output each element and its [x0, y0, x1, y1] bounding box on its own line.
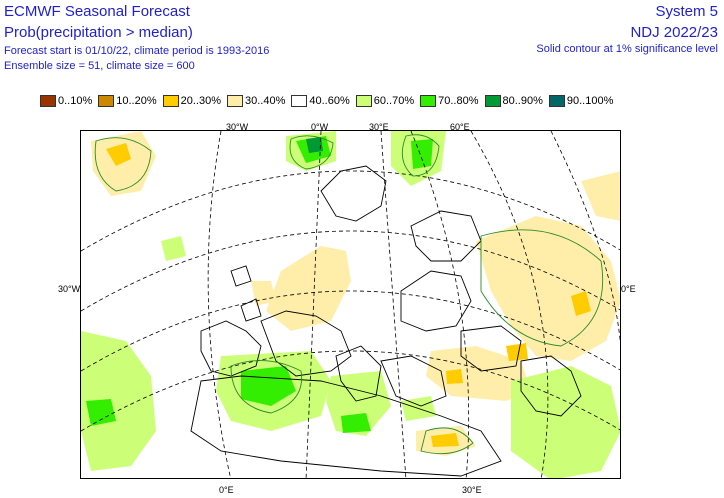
lon-label-30e-bottom: 30°E [462, 485, 482, 495]
forecast-start-info: Forecast start is 01/10/22, climate peri… [4, 45, 270, 57]
shade-area [106, 143, 131, 166]
legend-swatch [355, 95, 372, 107]
legend-swatch [420, 95, 437, 107]
coastline [460, 325, 522, 372]
lon-label-30w-left: 30°W [58, 284, 81, 294]
shade-area [161, 236, 186, 261]
significance-note: Solid contour at 1% significance level [536, 43, 718, 55]
legend-swatch [98, 95, 115, 107]
forecast-map [80, 130, 621, 479]
shade-area [571, 291, 591, 316]
coastline [335, 345, 382, 402]
legend-item: 60..70% [355, 95, 415, 107]
shade-area [86, 399, 116, 426]
contour-line [230, 360, 303, 414]
shade-area [431, 433, 459, 447]
shade-area [251, 281, 276, 306]
legend-item: 90..100% [548, 95, 614, 107]
shade-area [426, 346, 531, 401]
shade-area [241, 366, 296, 406]
shade-area [341, 413, 371, 433]
legend-swatch [162, 95, 179, 107]
meridian-line [207, 131, 231, 478]
lon-label-30e-top: 30°E [369, 122, 389, 132]
legend-label: 30..40% [245, 95, 286, 107]
contour-line [480, 229, 604, 347]
parallel-line [81, 350, 620, 432]
contour-line [420, 427, 474, 455]
meridian-line [380, 131, 407, 478]
coastline [410, 210, 482, 262]
coastline [400, 270, 472, 332]
shade-area [476, 216, 620, 361]
shade-area [581, 171, 620, 221]
significance-contours [94, 134, 604, 455]
coastline [320, 165, 387, 222]
ensemble-info: Ensemble size = 51, climate size = 600 [4, 60, 195, 72]
shade-area [446, 369, 463, 384]
parallel-line [81, 170, 620, 252]
legend-swatch [548, 95, 565, 107]
legend-label: 90..100% [566, 95, 614, 107]
system-label: System 5 [655, 3, 718, 20]
chart-subtitle: Prob(precipitation > median) [4, 24, 193, 41]
shade-area [506, 343, 528, 361]
legend-swatch [484, 95, 501, 107]
legend-label: 40..60% [309, 95, 350, 107]
parallel-line [81, 230, 620, 312]
legend-label: 0..10% [58, 95, 93, 107]
legend-label: 70..80% [438, 95, 479, 107]
coastline [200, 320, 262, 377]
shade-area [81, 331, 156, 471]
shade-area [91, 131, 156, 196]
lon-label-60e-top: 60°E [450, 122, 470, 132]
legend-swatch [40, 95, 56, 107]
parallel-line [81, 290, 620, 372]
legend-item: 80..90% [484, 95, 543, 107]
coastline [240, 298, 262, 322]
lon-label-30w-top: 30°W [226, 122, 249, 132]
contour-line [94, 137, 152, 192]
legend-item: 70..80% [420, 95, 479, 107]
contour-line [401, 134, 440, 177]
coastline [230, 265, 252, 287]
legend-label: 80..90% [502, 95, 543, 107]
coastline [260, 310, 352, 377]
shade-area [411, 139, 433, 169]
lon-label-60e-right: 60°E [616, 284, 636, 294]
legend-item: 30..40% [227, 95, 285, 107]
probability-legend: 0..10% 10..20% 20..30% 30..40% 40..60% 60..70… [40, 94, 619, 108]
meridian-line [410, 131, 470, 478]
meridian-line [550, 131, 620, 343]
legend-swatch [227, 95, 243, 107]
legend-item: 0..10% [40, 95, 92, 107]
shade-area [306, 137, 323, 153]
shade-area [266, 246, 351, 331]
legend-item: 20..30% [162, 95, 221, 107]
coastlines [190, 165, 582, 477]
coastline [520, 355, 582, 417]
graticule [81, 131, 620, 478]
coastline [380, 355, 447, 407]
probability-shading [81, 131, 620, 478]
coastline [190, 375, 502, 477]
chart-title: ECMWF Seasonal Forecast [4, 3, 190, 20]
legend-swatch [291, 95, 308, 107]
legend-item: 10..20% [98, 95, 157, 107]
season-label: NDJ 2022/23 [630, 24, 718, 41]
legend-label: 10..20% [116, 95, 157, 107]
lon-label-0-bottom: 0°E [219, 485, 234, 495]
meridian-line [305, 131, 322, 478]
lon-label-0-top: 0°W [311, 122, 329, 132]
shade-area [511, 366, 620, 478]
contour-line [289, 135, 334, 170]
meridian-line [470, 131, 549, 478]
legend-label: 60..70% [373, 95, 415, 107]
legend-label: 20..30% [180, 95, 221, 107]
legend-item: 40..60% [291, 95, 350, 107]
